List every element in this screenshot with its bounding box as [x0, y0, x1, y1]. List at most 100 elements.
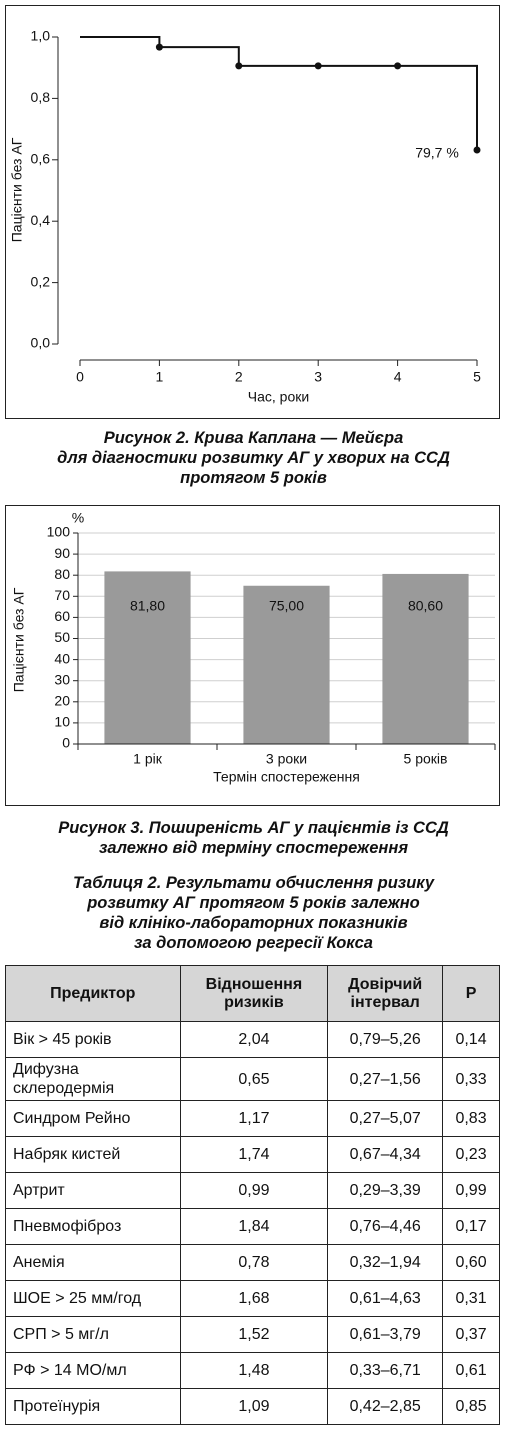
y-unit: % — [72, 510, 84, 526]
y-tick-label: 10 — [54, 714, 70, 730]
column-header: Предиктор — [5, 965, 181, 1022]
caption-line: Рисунок 3. Поширеність АГ у пацієнтів із… — [58, 819, 449, 837]
value-cell: 0,61–3,79 — [327, 1316, 444, 1353]
column-header: Довірчий інтервал — [327, 965, 444, 1022]
table-row: РФ > 14 МО/мл 1,48 0,33–6,71 0,61 — [5, 1352, 500, 1389]
value-cell: 0,61–4,63 — [327, 1280, 444, 1317]
caption-line: за допомогою регресії Кокса — [134, 934, 373, 952]
caption-line: Таблиця 2. Результати обчислення ризику — [72, 874, 435, 892]
x-tick-label: 3 — [314, 369, 322, 385]
y-tick-label: 0,0 — [31, 335, 51, 351]
y-tick-label: 40 — [54, 650, 70, 666]
predictor-cell: РФ > 14 МО/мл — [5, 1352, 181, 1389]
value-cell: 1,09 — [179, 1388, 329, 1425]
caption-line: протягом 5 років — [180, 469, 327, 487]
y-tick-label: 100 — [47, 524, 71, 540]
annotation: 79,7 % — [415, 145, 459, 161]
survival-step — [80, 36, 161, 48]
bar — [104, 571, 191, 744]
column-header: Відношення ризиків — [179, 965, 329, 1022]
predictor-cell: Набряк кистей — [5, 1136, 181, 1173]
value-cell: 0,42–2,85 — [327, 1388, 444, 1425]
km-chart: 0,0 0,2 0,4 0,6 0,8 1,0 0 1 2 3 4 5 Час, роки Пацієнт… — [5, 5, 500, 419]
results-table: Предиктор Відношення ризиків Довірчий інте… — [5, 965, 500, 1425]
predictor-cell: Вік > 45 років — [5, 1021, 181, 1058]
bar — [243, 585, 330, 744]
predictor-cell: Синдром Рейно — [5, 1100, 181, 1137]
censor-marker — [473, 146, 481, 154]
y-tick-label: 50 — [54, 629, 70, 645]
y-axis-label: Пацієнти без АГ — [9, 137, 25, 242]
x-axis-label: Термін спостереження — [213, 769, 360, 785]
x-tick-label: 5 — [473, 369, 481, 385]
table-row: Дифузна склеродермія 0,65 0,27–1,56 0,33 — [5, 1057, 500, 1101]
table-title: Таблиця 2. Результати обчислення ризику р… — [0, 873, 507, 953]
caption-line: Рисунок 2. Крива Каплана — Мейєра — [103, 429, 404, 447]
predictor-cell: Анемія — [5, 1244, 181, 1281]
value-cell: 0,27–5,07 — [327, 1100, 444, 1137]
predictor-cell: Дифузна склеродермія — [5, 1057, 181, 1101]
table-row: ШОЕ > 25 мм/год 1,68 0,61–4,63 0,31 — [5, 1280, 500, 1317]
survival-step — [159, 46, 240, 66]
figure-caption: Рисунок 2. Крива Каплана — Мейєра для діа… — [0, 428, 507, 488]
bar-value-label: 80,60 — [408, 598, 443, 614]
y-tick-label: 70 — [54, 587, 70, 603]
y-tick-label: 0,6 — [31, 151, 51, 167]
value-cell: 0,76–4,46 — [327, 1208, 444, 1245]
table-row: Набряк кистей 1,74 0,67–4,34 0,23 — [5, 1136, 500, 1173]
y-tick-label: 1,0 — [31, 28, 51, 44]
value-cell: 0,31 — [442, 1280, 500, 1317]
x-tick-label: 1 — [156, 369, 164, 385]
y-tick-label: 80 — [54, 566, 70, 582]
y-tick-label: 60 — [54, 608, 70, 624]
header-row: Предиктор Відношення ризиків Довірчий інте… — [5, 965, 500, 1022]
value-cell: 0,60 — [442, 1244, 500, 1281]
value-cell: 0,37 — [442, 1316, 500, 1353]
table-row: Вік > 45 років 2,04 0,79–5,26 0,14 — [5, 1021, 500, 1058]
y-tick-label: 30 — [54, 671, 70, 687]
y-tick-label: 0,8 — [31, 89, 51, 105]
value-cell: 0,99 — [442, 1172, 500, 1209]
value-cell: 0,17 — [442, 1208, 500, 1245]
column-header: P — [442, 965, 500, 1022]
value-cell: 0,78 — [179, 1244, 329, 1281]
value-cell: 0,14 — [442, 1021, 500, 1058]
bar-chart: 0 10 20 30 40 50 60 70 80 90 100% 81,80 1 рік 75,00 3 … — [5, 505, 500, 806]
table-body: Вік > 45 років 2,04 0,79–5,26 0,14 Дифузна с… — [5, 1021, 500, 1425]
table-row: СРП > 5 мг/л 1,52 0,61–3,79 0,37 — [5, 1316, 500, 1353]
predictor-cell: Протеїнурія — [5, 1388, 181, 1425]
table-row: Анемія 0,78 0,32–1,94 0,60 — [5, 1244, 500, 1281]
x-tick-label: 2 — [235, 369, 243, 385]
caption-line: залежно від терміну спостереження — [98, 839, 409, 857]
bar — [382, 573, 469, 744]
value-cell: 0,27–1,56 — [327, 1057, 444, 1101]
table-row: Синдром Рейно 1,17 0,27–5,07 0,83 — [5, 1100, 500, 1137]
value-cell: 0,65 — [179, 1057, 329, 1101]
value-cell: 1,17 — [179, 1100, 329, 1137]
x-tick-label: 5 років — [404, 751, 448, 767]
value-cell: 0,83 — [442, 1100, 500, 1137]
value-cell: 0,61 — [442, 1352, 500, 1389]
value-cell: 1,84 — [179, 1208, 329, 1245]
x-tick-label: 4 — [394, 369, 402, 385]
y-tick-label: 0,4 — [31, 212, 51, 228]
chart-frame — [5, 505, 500, 806]
bar-value-label: 81,80 — [130, 598, 165, 614]
predictor-cell: Пневмофіброз — [5, 1208, 181, 1245]
value-cell: 0,67–4,34 — [327, 1136, 444, 1173]
survival-step — [397, 64, 478, 150]
table-row: Пневмофіброз 1,84 0,76–4,46 0,17 — [5, 1208, 500, 1245]
value-cell: 0,33 — [442, 1057, 500, 1101]
y-tick-label: 90 — [54, 545, 70, 561]
value-cell: 1,52 — [179, 1316, 329, 1353]
predictor-cell: ШОЕ > 25 мм/год — [5, 1280, 181, 1317]
table-row: Протеїнурія 1,09 0,42–2,85 0,85 — [5, 1388, 500, 1425]
value-cell: 1,48 — [179, 1352, 329, 1389]
value-cell: 1,68 — [179, 1280, 329, 1317]
value-cell: 0,33–6,71 — [327, 1352, 444, 1389]
y-axis-label: Пацієнти без АГ — [11, 587, 27, 692]
x-axis-label: Час, роки — [248, 389, 309, 405]
value-cell: 2,04 — [179, 1021, 329, 1058]
y-tick-label: 0,2 — [31, 273, 51, 289]
